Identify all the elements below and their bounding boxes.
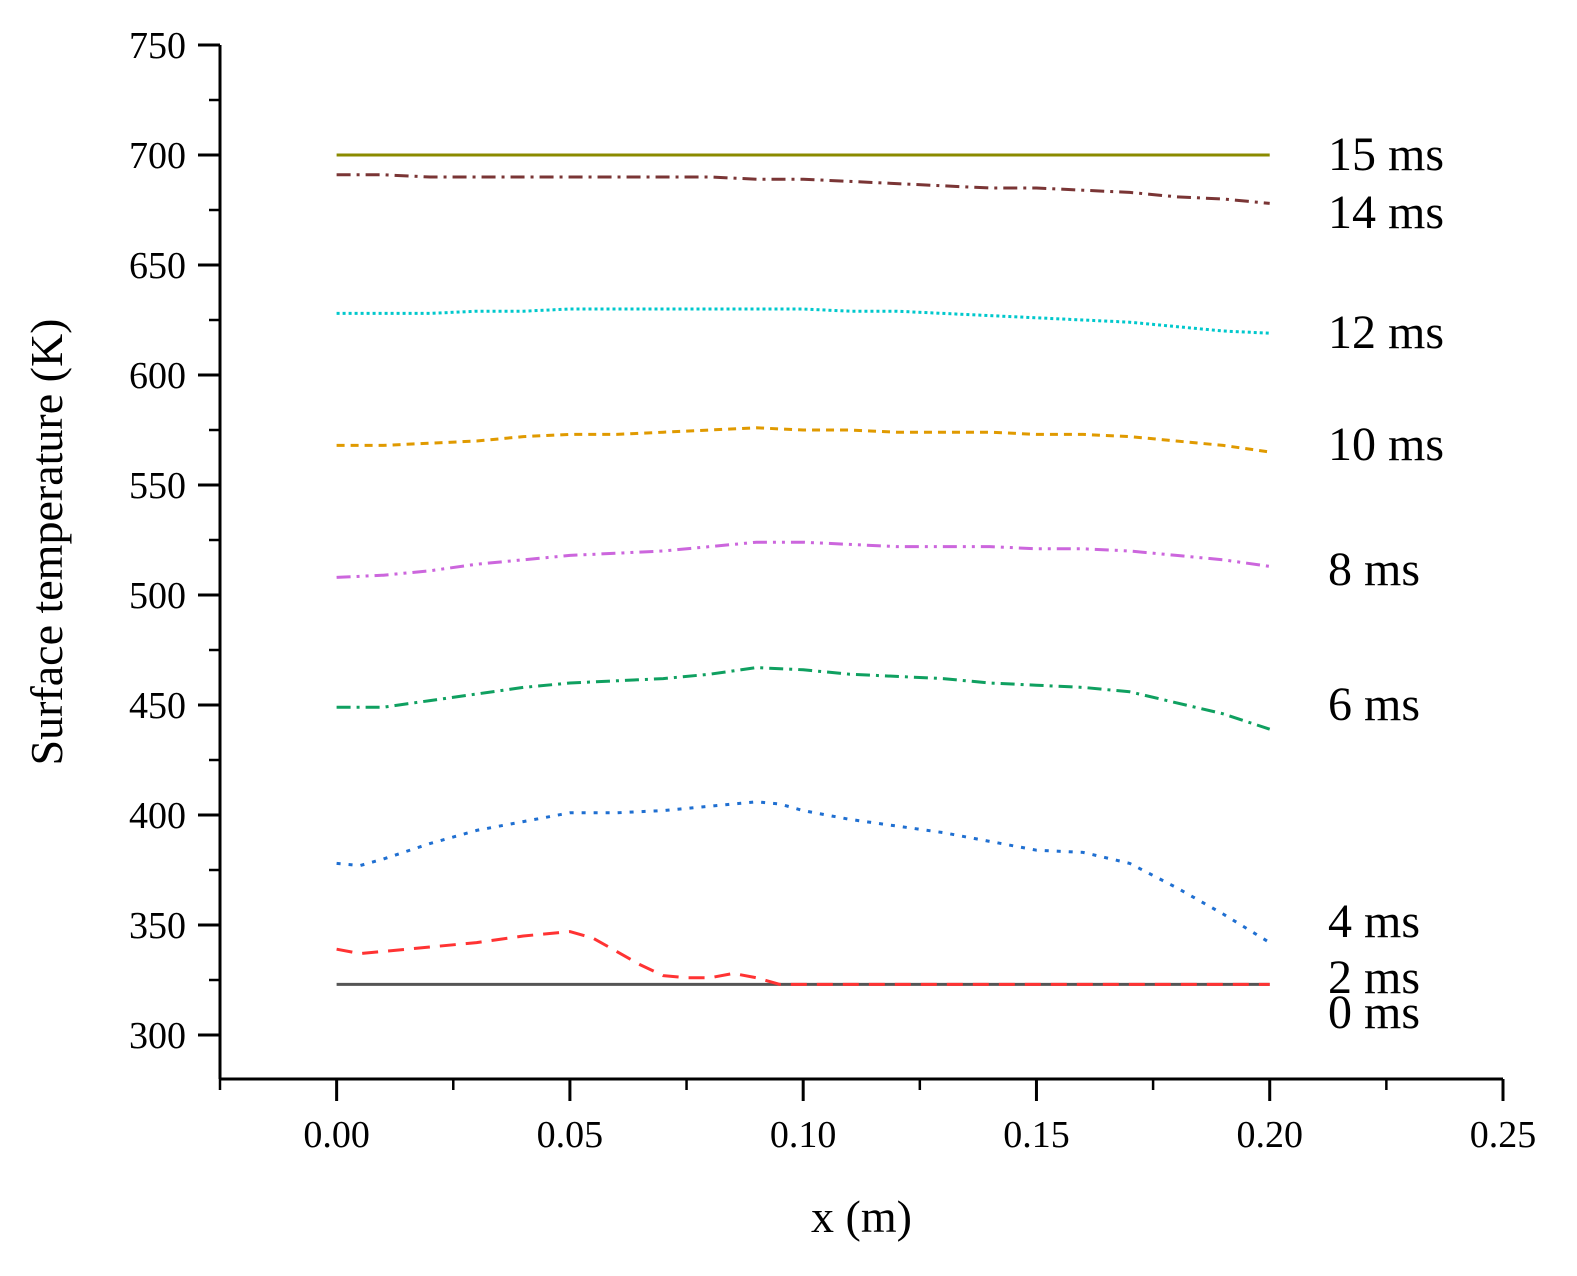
axes-layer: 300 350 400 450 500 550 600 650 700 750 0.00 0.05 0.… xyxy=(129,25,1536,1156)
series-line-10-ms xyxy=(336,426,1270,454)
series-label: 12 ms xyxy=(1328,306,1444,359)
series-label: 14 ms xyxy=(1328,186,1444,239)
y-tick-label: 500 xyxy=(129,575,186,617)
y-tick-label: 350 xyxy=(129,905,186,947)
x-axis-title: x (m) xyxy=(811,1191,912,1242)
series-line-6-ms xyxy=(336,666,1271,731)
series-line-2-ms xyxy=(336,930,1270,986)
y-axis-title: Surface temperature (K) xyxy=(21,319,72,766)
x-tick-label: 0.25 xyxy=(1470,1114,1537,1156)
series-label: 8 ms xyxy=(1328,543,1420,596)
series-label: 4 ms xyxy=(1328,895,1420,948)
y-tick-label: 700 xyxy=(129,135,186,177)
series-line-8-ms xyxy=(336,540,1270,579)
x-tick-label: 0.00 xyxy=(303,1114,370,1156)
y-tick-label: 550 xyxy=(129,465,186,507)
x-tick-label: 0.05 xyxy=(537,1114,604,1156)
y-tick-label: 400 xyxy=(129,795,186,837)
series-label: 15 ms xyxy=(1328,128,1444,181)
y-tick-label: 600 xyxy=(129,355,186,397)
x-tick-label: 0.10 xyxy=(770,1114,837,1156)
y-tick-label: 650 xyxy=(129,245,186,287)
x-tick-label: 0.20 xyxy=(1236,1114,1303,1156)
series-layer xyxy=(336,153,1271,986)
x-tick-label: 0.15 xyxy=(1003,1114,1070,1156)
y-tick-label: 300 xyxy=(129,1015,186,1057)
series-line-12-ms xyxy=(336,307,1270,335)
series-line-14-ms xyxy=(336,173,1270,205)
series-label: 0 ms xyxy=(1328,986,1420,1039)
series-line-4-ms xyxy=(336,800,1271,944)
series-label: 2 ms xyxy=(1328,951,1420,1004)
series-label: 10 ms xyxy=(1328,418,1444,471)
y-tick-label: 750 xyxy=(129,25,186,67)
y-tick-label: 450 xyxy=(129,685,186,727)
series-label: 6 ms xyxy=(1328,678,1420,731)
